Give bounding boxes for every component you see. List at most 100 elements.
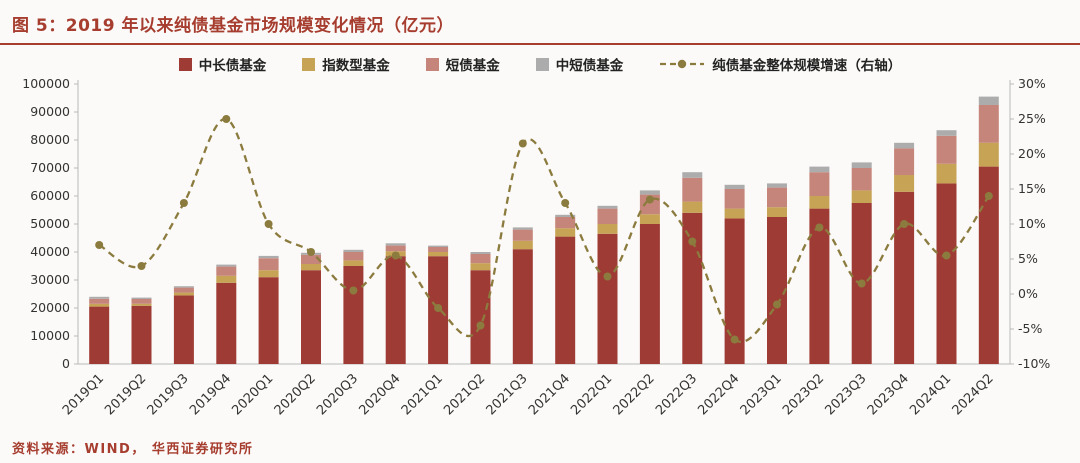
bar-segment — [894, 191, 915, 364]
bar-segment — [936, 130, 957, 136]
x-axis-label: 2023Q4 — [865, 371, 912, 418]
growth-line-marker — [645, 195, 654, 204]
right-axis-tick-label: 15% — [1018, 181, 1046, 196]
bar-segment — [555, 228, 576, 237]
bar-segment — [131, 305, 152, 364]
right-axis-tick-label: -5% — [1018, 321, 1042, 336]
growth-line-marker — [349, 286, 358, 295]
bar-segment — [978, 96, 999, 105]
chart-legend: 中长债基金 指数型基金 短债基金 中短债基金 纯债基金整体规模增速（右轴） — [0, 54, 1080, 74]
bar-segment — [724, 184, 745, 189]
growth-line-marker — [773, 300, 781, 309]
figure-title: 图 5：2019 年以来纯债基金市场规模变化情况（亿元） — [12, 16, 454, 36]
bar-segment — [343, 266, 364, 364]
left-axis-tick-label: 40000 — [30, 244, 70, 259]
growth-line-marker — [857, 279, 866, 288]
x-axis-label: 2020Q3 — [314, 371, 361, 418]
right-axis-tick-label: 20% — [1018, 146, 1046, 161]
source-note: 资料来源：WIND， 华西证券研究所 — [12, 442, 254, 457]
x-axis-label: 2024Q2 — [950, 371, 997, 418]
bar-segment — [512, 227, 533, 230]
legend-swatch — [425, 57, 439, 71]
bar-segment — [385, 245, 406, 252]
bar-segment — [89, 296, 110, 299]
bar-segment — [682, 177, 703, 202]
bar-segment — [978, 142, 999, 167]
right-axis-tick-label: 25% — [1018, 111, 1046, 126]
bar-segment — [555, 236, 576, 364]
growth-line-marker — [137, 262, 146, 270]
growth-line-marker — [815, 223, 824, 232]
growth-line-marker — [603, 272, 612, 281]
x-axis-label: 2020Q2 — [272, 371, 319, 418]
legend-swatch — [535, 57, 549, 71]
x-axis-label: 2022Q4 — [695, 371, 742, 418]
growth-line-marker — [730, 335, 739, 344]
growth-line-marker — [307, 248, 315, 256]
bar-segment — [682, 172, 703, 178]
growth-line-marker — [942, 251, 951, 260]
bar-segment — [131, 303, 152, 306]
bar-segment — [597, 233, 618, 364]
chart-canvas: 0 10000 20000 30000 40000 50000 60000 70000 8000… — [22, 76, 1050, 418]
right-axis-tick-label: 5% — [1018, 251, 1038, 266]
left-axis-tick-label: 30000 — [30, 272, 70, 287]
legend-label: 纯债基金整体规模增速（右轴） — [712, 58, 902, 74]
x-axis-label: 2019Q2 — [102, 371, 149, 418]
growth-line-marker — [984, 192, 993, 200]
x-axis-label: 2024Q1 — [907, 371, 954, 418]
figure-header: 图 5：2019 年以来纯债基金市场规模变化情况（亿元） — [0, 0, 1080, 45]
left-axis-tick-label: 0 — [62, 356, 70, 371]
x-axis-label: 2023Q3 — [822, 371, 869, 418]
x-axis-label: 2021Q3 — [484, 371, 531, 418]
bar-segment — [131, 297, 152, 299]
x-axis-label: 2023Q1 — [738, 371, 785, 418]
legend-swatch — [178, 57, 192, 71]
bar-segment — [470, 254, 491, 264]
bar-segment — [301, 254, 321, 264]
right-axis-tick-label: 10% — [1018, 216, 1046, 231]
x-axis-label: 2019Q4 — [187, 371, 234, 418]
bar-segment — [894, 148, 915, 175]
left-axis-tick-label: 20000 — [30, 300, 70, 315]
bar-segment — [343, 249, 364, 252]
legend-swatch — [302, 57, 316, 71]
chart-area: 中长债基金 指数型基金 短债基金 中短债基金 纯债基金整体规模增速（右轴） 0 10000… — [0, 54, 1080, 430]
bar-segment — [173, 286, 194, 288]
bar-segment — [258, 270, 279, 278]
growth-line-marker — [476, 321, 485, 330]
legend-label: 中长债基金 — [198, 58, 267, 74]
growth-line-marker — [434, 304, 443, 312]
bar-segment — [936, 163, 957, 184]
bar-segment — [809, 166, 830, 173]
left-axis-tick-label: 80000 — [30, 132, 70, 147]
bar-segment — [639, 190, 660, 195]
legend-label: 短债基金 — [445, 58, 500, 74]
x-axis-label: 2022Q2 — [611, 371, 658, 418]
bar-segment — [216, 275, 237, 283]
x-axis-label: 2020Q4 — [356, 371, 403, 418]
growth-line-marker — [222, 115, 231, 123]
bar-segment — [343, 252, 364, 261]
bar-segment — [767, 207, 787, 217]
bar-segment — [767, 183, 787, 188]
growth-line-marker — [391, 251, 400, 260]
x-axis-label: 2019Q3 — [145, 371, 192, 418]
bar-segment — [428, 245, 449, 247]
bar-segment — [724, 218, 745, 364]
bar-segment — [682, 212, 703, 364]
left-axis-tick-label: 10000 — [30, 328, 70, 343]
legend-label: 指数型基金 — [322, 58, 390, 74]
bar-segment — [597, 208, 618, 224]
bar-segment — [894, 142, 915, 149]
legend-line-marker-icon — [659, 58, 705, 70]
bar-segment — [428, 252, 449, 257]
x-axis-label: 2022Q1 — [568, 371, 615, 418]
x-axis-label: 2022Q3 — [653, 371, 700, 418]
bar-segment — [809, 208, 830, 364]
bar-segment — [131, 299, 152, 304]
figure-footer: 资料来源：WIND， 华西证券研究所 — [0, 430, 1080, 457]
x-axis-label: 2020Q1 — [229, 371, 276, 418]
bar-segment — [936, 135, 957, 164]
